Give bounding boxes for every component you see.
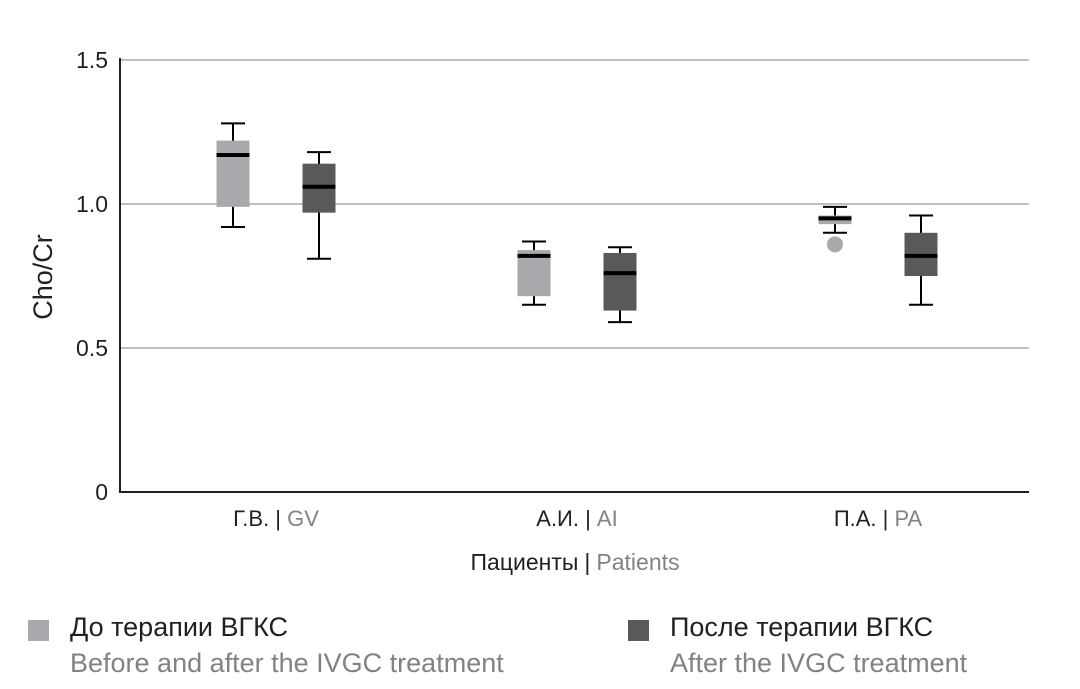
box-ai-before (517, 240, 551, 306)
box-ai-after (603, 246, 637, 324)
box-gv-after (302, 151, 336, 260)
legend-label-ru: До терапии ВГКС (70, 612, 289, 642)
box-pa-before (818, 205, 852, 253)
legend-swatch-after (628, 620, 649, 641)
iqr-box (216, 140, 250, 207)
legend-label-ru: После терапии ВГКС (670, 612, 934, 642)
outlier-point (827, 236, 843, 253)
legend-label-en: After the IVGC treatment (670, 648, 968, 678)
x-tick-label: А.И. | AI (536, 506, 617, 531)
x-axis-label: Пациенты | Patients (471, 549, 680, 575)
y-tick-label: 0 (95, 479, 108, 505)
iqr-box (603, 252, 637, 311)
y-tick-label: 0.5 (76, 335, 108, 361)
legend-label-en: Before and after the IVGC treatment (70, 648, 504, 678)
legend-swatch-before (28, 620, 49, 641)
x-tick-label: П.А. | PA (834, 506, 923, 531)
y-axis-label: Cho/Cr (28, 234, 58, 320)
boxplot-chart: 0 0.5 1.0 1.5 Cho/Cr Г.В. | GV А.И. | AI П.А.… (28, 47, 1029, 575)
y-tick-label: 1.0 (76, 191, 108, 217)
y-tick-label: 1.5 (76, 47, 108, 73)
box-pa-after (904, 214, 938, 306)
x-tick-label: Г.В. | GV (233, 506, 319, 531)
box-gv-before (216, 122, 250, 229)
